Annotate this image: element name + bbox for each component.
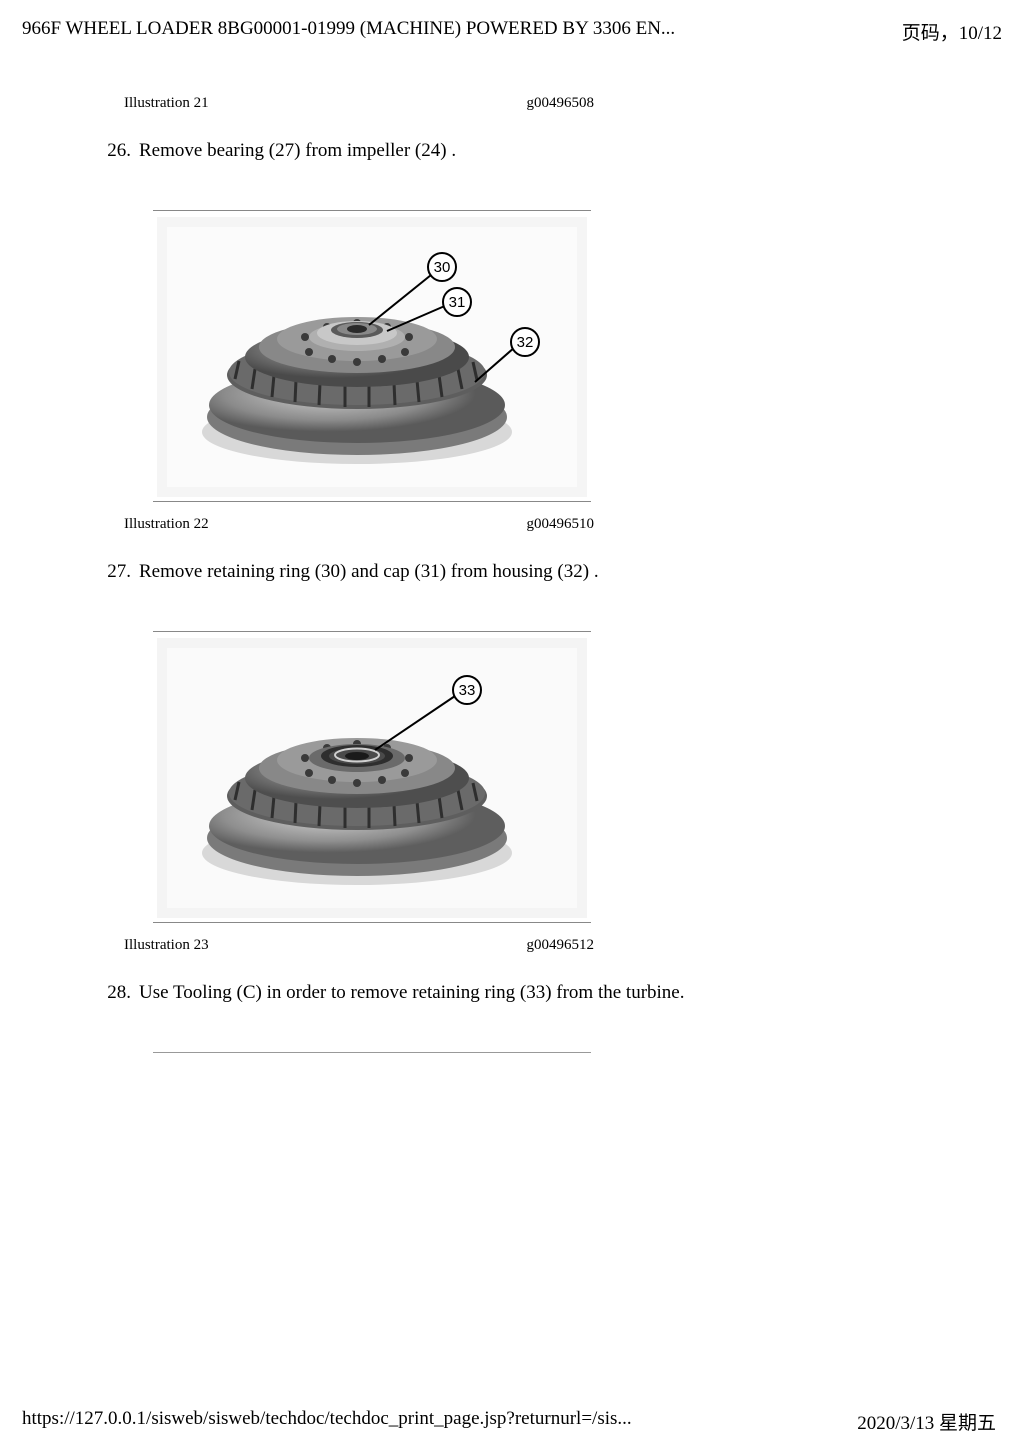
illustration-caption-21: Illustration 21 g00496508 [124, 95, 594, 112]
page-indicator: 页码，10/12 [902, 18, 1002, 45]
next-figure-rule [153, 1052, 591, 1053]
step-number: 28. [97, 982, 131, 1004]
illustration-label: Illustration 22 [124, 516, 209, 533]
illustration-label: Illustration 23 [124, 937, 209, 954]
page-header: 966F WHEEL LOADER 8BG00001-01999 (MACHIN… [0, 0, 1024, 45]
step-number: 27. [97, 561, 131, 583]
turbine-illustration-svg: 33 [157, 638, 587, 918]
illustration-caption-23: Illustration 23 g00496512 [124, 937, 594, 954]
footer-date: 2020/3/13 星期五 [857, 1408, 996, 1435]
footer-url: https://127.0.0.1/sisweb/sisweb/techdoc/… [22, 1408, 632, 1435]
illustration-label: Illustration 21 [124, 95, 209, 112]
figure-image-22: 30 31 32 [153, 211, 591, 501]
callout-33: 33 [459, 682, 476, 699]
step-text: Use Tooling (C) in order to remove retai… [139, 982, 1024, 1004]
illustration-code: g00496510 [527, 516, 595, 533]
step-26: 26. Remove bearing (27) from impeller (2… [97, 140, 1024, 162]
step-text: Remove bearing (27) from impeller (24) . [139, 140, 1024, 162]
callout-32: 32 [517, 334, 534, 351]
figure-rule-bottom [153, 922, 591, 923]
illustration-code: g00496508 [527, 95, 595, 112]
callout-30: 30 [434, 259, 451, 276]
figure-23: 33 [153, 631, 591, 923]
step-number: 26. [97, 140, 131, 162]
step-text: Remove retaining ring (30) and cap (31) … [139, 561, 1024, 583]
content-area: Illustration 21 g00496508 26. Remove bea… [0, 45, 1024, 1053]
illustration-caption-22: Illustration 22 g00496510 [124, 516, 594, 533]
callout-31: 31 [449, 294, 466, 311]
figure-image-23: 33 [153, 632, 591, 922]
illustration-code: g00496512 [527, 937, 595, 954]
figure-22: 30 31 32 [153, 210, 591, 502]
turbine-illustration-svg: 30 31 32 [157, 217, 587, 497]
doc-title: 966F WHEEL LOADER 8BG00001-01999 (MACHIN… [22, 18, 675, 45]
step-27: 27. Remove retaining ring (30) and cap (… [97, 561, 1024, 583]
step-28: 28. Use Tooling (C) in order to remove r… [97, 982, 1024, 1004]
figure-rule-bottom [153, 501, 591, 502]
page-footer: https://127.0.0.1/sisweb/sisweb/techdoc/… [0, 1408, 1024, 1435]
